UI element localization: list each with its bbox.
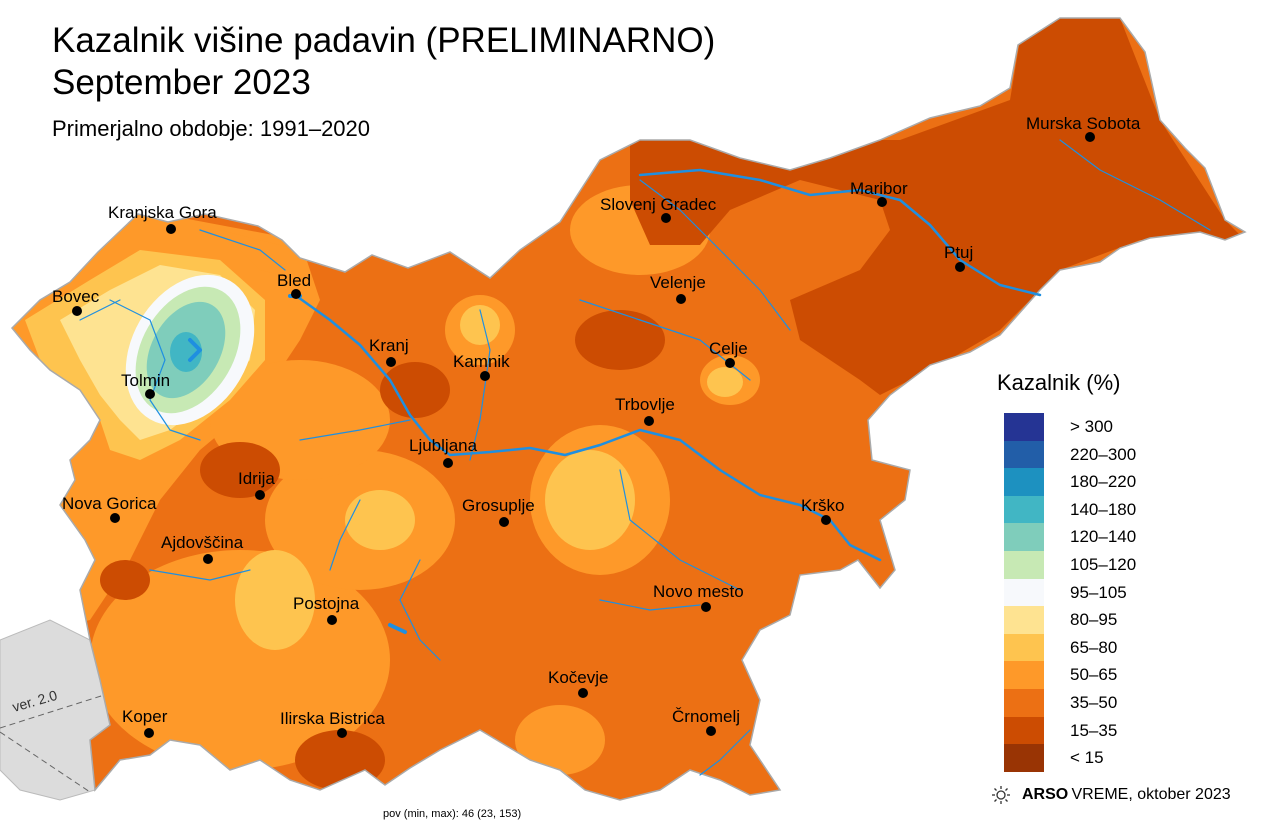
- legend-label: 95–105: [1070, 582, 1127, 602]
- svg-text:Ilirska Bistrica: Ilirska Bistrica: [280, 709, 385, 728]
- city-nova-gorica: Nova Gorica: [62, 494, 157, 523]
- svg-text:Grosuplje: Grosuplje: [462, 496, 535, 515]
- city-bovec: Bovec: [52, 287, 100, 316]
- svg-text:Bled: Bled: [277, 271, 311, 290]
- city-grosuplje: Grosuplje: [462, 496, 535, 527]
- city-slovenj-gradec: Slovenj Gradec: [600, 195, 717, 223]
- map-title-line1: Kazalnik višine padavin (PRELIMINARNO): [52, 21, 716, 60]
- legend-swatch: [1004, 468, 1044, 496]
- city-tolmin: Tolmin: [121, 371, 170, 399]
- legend-label: < 15: [1070, 748, 1104, 768]
- legend-swatch: [1004, 716, 1044, 745]
- legend-label: 180–220: [1070, 472, 1137, 492]
- legend-label: 220–300: [1070, 444, 1137, 464]
- svg-text:Idrija: Idrija: [238, 469, 275, 488]
- city-ljubljana: Ljubljana: [409, 436, 478, 468]
- city-kocevje: Kočevje: [548, 668, 608, 698]
- svg-text:Slovenj Gradec: Slovenj Gradec: [600, 195, 717, 214]
- city-kranj: Kranj: [369, 336, 409, 367]
- credit-service: VREME: [1071, 786, 1129, 803]
- map-title: Kazalnik višine padavin (PRELIMINARNO) S…: [52, 20, 715, 104]
- svg-text:Trbovlje: Trbovlje: [615, 395, 675, 414]
- legend-swatch: [1004, 523, 1044, 551]
- city-koper: Koper: [122, 707, 168, 738]
- city-ilirska-bistrica: Ilirska Bistrica: [280, 709, 385, 738]
- map-subtitle: Primerjalno obdobje: 1991–2020: [52, 116, 371, 141]
- city-trbovlje: Trbovlje: [615, 395, 675, 426]
- legend-label: 80–95: [1070, 610, 1118, 630]
- city-murska-sobota: Murska Sobota: [1026, 114, 1141, 142]
- footer-stats: pov (min, max): 46 (23, 153): [383, 808, 522, 820]
- legend-swatch: [1004, 633, 1044, 662]
- credit: ARSO VREME, oktober 2023: [992, 786, 1231, 804]
- city-velenje: Velenje: [650, 273, 706, 304]
- city-kamnik: Kamnik: [453, 352, 510, 381]
- svg-text:Kočevje: Kočevje: [548, 668, 608, 687]
- svg-text:Kranj: Kranj: [369, 336, 409, 355]
- legend-swatch: [1004, 661, 1044, 689]
- legend-swatch: [1004, 413, 1044, 441]
- legend-label: 105–120: [1070, 554, 1137, 574]
- svg-text:Ljubljana: Ljubljana: [409, 436, 478, 455]
- legend-label: 15–35: [1070, 720, 1118, 740]
- svg-text:Maribor: Maribor: [850, 179, 908, 198]
- svg-text:Bovec: Bovec: [52, 287, 100, 306]
- city-markers: Murska Sobota Maribor Slovenj Gradec Ptu…: [52, 114, 1141, 738]
- legend-label: 65–80: [1070, 637, 1118, 657]
- city-crnomelj: Črnomelj: [672, 707, 740, 736]
- city-bled: Bled: [277, 271, 311, 299]
- svg-text:Velenje: Velenje: [650, 273, 706, 292]
- city-maribor: Maribor: [850, 179, 908, 207]
- svg-text:Krško: Krško: [801, 496, 844, 515]
- credit-date: , oktober 2023: [1128, 786, 1231, 803]
- map-title-line2: September 2023: [52, 63, 311, 102]
- svg-text:Ajdovščina: Ajdovščina: [161, 533, 244, 552]
- legend-label: 140–180: [1070, 499, 1137, 519]
- city-kranjska-gora: Kranjska Gora: [108, 203, 217, 234]
- svg-text:Kranjska Gora: Kranjska Gora: [108, 203, 217, 222]
- sun-logo-icon: [992, 786, 1010, 804]
- credit-brand: ARSO: [1022, 786, 1069, 803]
- legend-label: 50–65: [1070, 665, 1118, 685]
- svg-text:Tolmin: Tolmin: [121, 371, 170, 390]
- svg-text:Črnomelj: Črnomelj: [672, 707, 740, 726]
- city-ptuj: Ptuj: [944, 243, 973, 272]
- legend-label: 35–50: [1070, 692, 1118, 712]
- svg-text:Celje: Celje: [709, 339, 748, 358]
- city-celje: Celje: [709, 339, 748, 368]
- city-ajdovscina: Ajdovščina: [161, 533, 244, 564]
- svg-text:Murska Sobota: Murska Sobota: [1026, 114, 1141, 133]
- svg-text:Ptuj: Ptuj: [944, 243, 973, 262]
- svg-text:Kamnik: Kamnik: [453, 352, 510, 371]
- svg-text:Nova Gorica: Nova Gorica: [62, 494, 157, 513]
- svg-text:Novo mesto: Novo mesto: [653, 582, 744, 601]
- legend-swatch: [1004, 440, 1044, 469]
- legend-swatch: [1004, 550, 1044, 579]
- legend-swatch: [1004, 688, 1044, 717]
- legend-title: Kazalnik (%): [997, 370, 1121, 395]
- legend-label: 120–140: [1070, 527, 1137, 547]
- svg-text:Postojna: Postojna: [293, 594, 360, 613]
- legend-swatch: [1004, 744, 1044, 772]
- city-novo-mesto: Novo mesto: [653, 582, 744, 612]
- city-krsko: Krško: [801, 496, 844, 525]
- city-postojna: Postojna: [293, 594, 360, 625]
- legend-swatch: [1004, 495, 1044, 524]
- legend-swatch: [1004, 606, 1044, 634]
- legend-swatch: [1004, 578, 1044, 607]
- city-idrija: Idrija: [238, 469, 275, 500]
- legend-label: > 300: [1070, 417, 1114, 436]
- svg-text:Koper: Koper: [122, 707, 168, 726]
